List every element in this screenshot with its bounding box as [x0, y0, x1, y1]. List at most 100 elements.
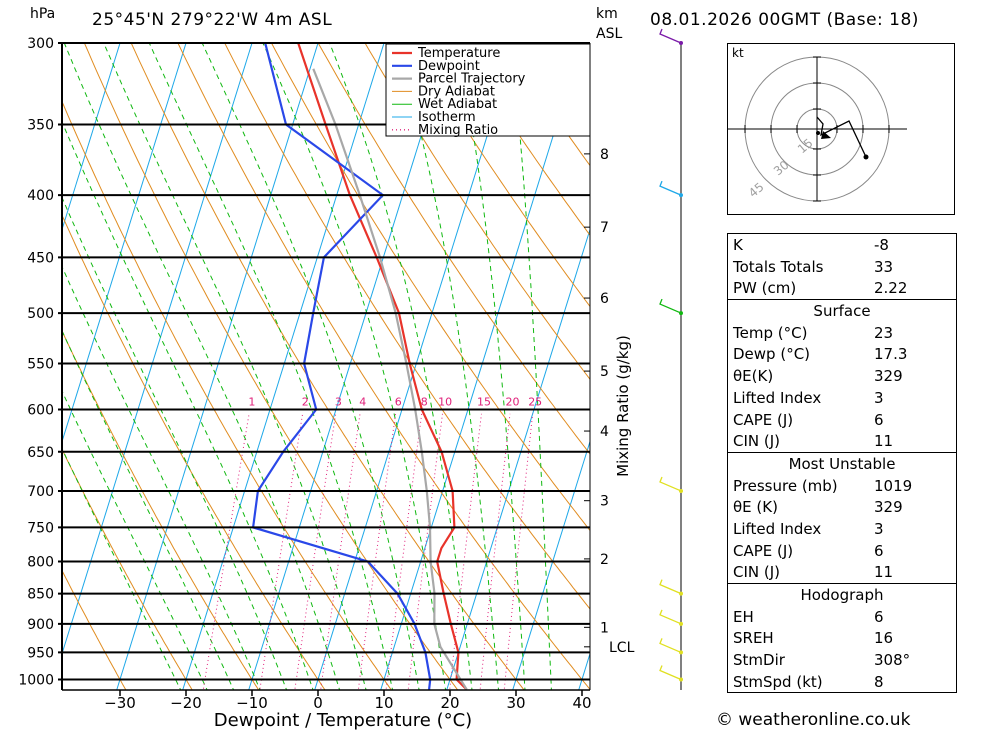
km-tick-label: 6: [600, 291, 609, 307]
hodograph-axes: [727, 56, 907, 202]
dry-adiabat-line: [270, 43, 590, 532]
param-row-mu-li: Lifted Index 3: [728, 518, 956, 540]
pressure-tick-label: 600: [27, 403, 54, 419]
param-row-stmdir: StmDir 308°: [728, 649, 956, 671]
x-tick-label: −30: [104, 694, 136, 712]
dry-adiabat-line: [130, 43, 525, 690]
wet-adiabat-line: [201, 43, 420, 690]
param-key: CIN (J): [733, 563, 781, 582]
datetime-title: 08.01.2026 00GMT (Base: 18): [650, 10, 919, 30]
param-key: K: [733, 236, 743, 254]
hodograph-start-point: [816, 131, 820, 135]
dry-adiabat-line: [177, 43, 590, 690]
dry-adiabat-line: [83, 43, 459, 690]
dry-adiabat-line: [458, 43, 590, 237]
pressure-tick-label: 900: [27, 617, 54, 633]
plot-frame: [61, 43, 591, 691]
pressure-tick-label: 650: [27, 445, 54, 461]
pressure-tick-label: 950: [27, 645, 54, 661]
hpa-unit-label: hPa: [30, 6, 56, 22]
hodograph-section-title: Hodograph: [728, 583, 956, 606]
km-tick-label: 5: [600, 364, 609, 380]
storm-motion-arrow: [821, 131, 831, 139]
x-tick-label: 20: [440, 694, 459, 712]
param-row-sreh: SREH 16: [728, 627, 956, 649]
mixing-ratio-line: [202, 413, 250, 690]
param-row-pw: PW (cm) 2.22: [728, 277, 956, 299]
param-row-surface-dewp: Dewp (°C) 17.3: [728, 343, 956, 365]
location-title: 25°45'N 279°22'W 4m ASL: [92, 10, 333, 30]
pressure-tick-label: 550: [27, 357, 54, 373]
x-tick-label: 0: [313, 694, 323, 712]
series-dewpoint: [252, 43, 432, 690]
param-value: -8: [874, 236, 889, 254]
param-row-stmspd: StmSpd (kt) 8: [728, 671, 956, 693]
wind-barb-icon: [659, 298, 682, 314]
section-title: Hodograph: [800, 586, 884, 604]
pressure-tick-label: 750: [27, 520, 54, 536]
pressure-tick-label: 400: [27, 188, 54, 204]
wind-barb-icon: [659, 28, 682, 44]
param-value: 6: [874, 410, 884, 429]
param-key: EH: [733, 607, 754, 626]
wet-adiabat-line: [510, 43, 552, 690]
wet-adiabat-line: [63, 43, 341, 690]
temperature-axis: −30 −20 −10 0 10 20 30 40: [104, 690, 592, 712]
param-key: Lifted Index: [733, 388, 822, 407]
wind-barb-icon: [659, 180, 682, 196]
wet-adiabat-line: [62, 447, 182, 690]
x-tick-label: −10: [236, 694, 268, 712]
km-tick-label: 3: [600, 494, 609, 510]
pressure-tick-label: 350: [27, 118, 54, 134]
param-key: Totals Totals: [733, 257, 824, 276]
mixing-ratio-line: [294, 413, 337, 690]
altitude-axis: 1 2 3 4 5 6 7 8 LCL: [584, 147, 635, 656]
dry-adiabat-line: [686, 34, 720, 693]
wind-barbs: [659, 28, 683, 690]
km-tick-label: 8: [600, 147, 609, 163]
pressure-tick-label: 850: [27, 587, 54, 603]
wind-barb-icon: [659, 609, 682, 625]
param-value: 6: [874, 607, 884, 626]
param-value: 8: [874, 672, 884, 691]
param-value: 33: [874, 257, 894, 276]
dry-adiabat-line: [411, 43, 590, 308]
legend-entry: Parcel Trajectory: [418, 72, 526, 87]
wet-adiabat-line: [62, 196, 288, 690]
mixing-ratio-label: 15: [477, 396, 491, 409]
param-key: CAPE (J): [733, 410, 794, 429]
mixing-ratio-line: [449, 413, 482, 690]
mixing-ratio-label: 6: [395, 396, 402, 409]
mixing-ratio-label: 20: [506, 396, 520, 409]
pressure-axis: 300 350 400 450 500 550 600 650 700 750 800 850 900 9…: [18, 36, 590, 689]
wet-adiabat-line: [457, 43, 526, 690]
km-tick-label: 1: [600, 620, 609, 636]
credit-text[interactable]: © weatheronline.co.uk: [716, 710, 911, 730]
x-axis-title: Dewpoint / Temperature (°C): [214, 710, 472, 731]
legend-entry: Temperature: [417, 46, 500, 61]
param-value: 1019: [874, 476, 913, 495]
x-tick-label: 10: [374, 694, 393, 712]
dry-adiabat-line: [364, 43, 590, 381]
param-row-surface-cin: CIN (J) 11: [728, 430, 956, 452]
param-row-surface-li: Lifted Index 3: [728, 387, 956, 409]
param-value: 3: [874, 388, 884, 407]
km-tick-label: 2: [600, 552, 609, 568]
x-tick-label: −20: [170, 694, 202, 712]
hodograph-unit: kt: [732, 46, 744, 60]
wet-adiabat-line: [148, 43, 394, 690]
pressure-tick-label: 300: [27, 36, 54, 52]
pressure-tick-label: 700: [27, 484, 54, 500]
series-temperature: [297, 43, 468, 690]
param-key: Pressure (mb): [733, 476, 838, 495]
param-row-mu-cin: CIN (J) 11: [728, 561, 956, 583]
parameter-table: K -8 Totals Totals 33 PW (cm) 2.22 Surface …: [727, 233, 957, 694]
wet-adiabat-line: [396, 43, 500, 690]
wet-adiabat-line: [329, 43, 473, 690]
param-value: 2.22: [874, 279, 908, 298]
km-unit-label: km: [596, 6, 618, 22]
wind-barb-icon: [659, 665, 682, 681]
asl-unit-label: ASL: [596, 26, 623, 42]
pressure-tick-label: 450: [27, 250, 54, 266]
hodograph: kt 15 30 45: [727, 43, 955, 215]
